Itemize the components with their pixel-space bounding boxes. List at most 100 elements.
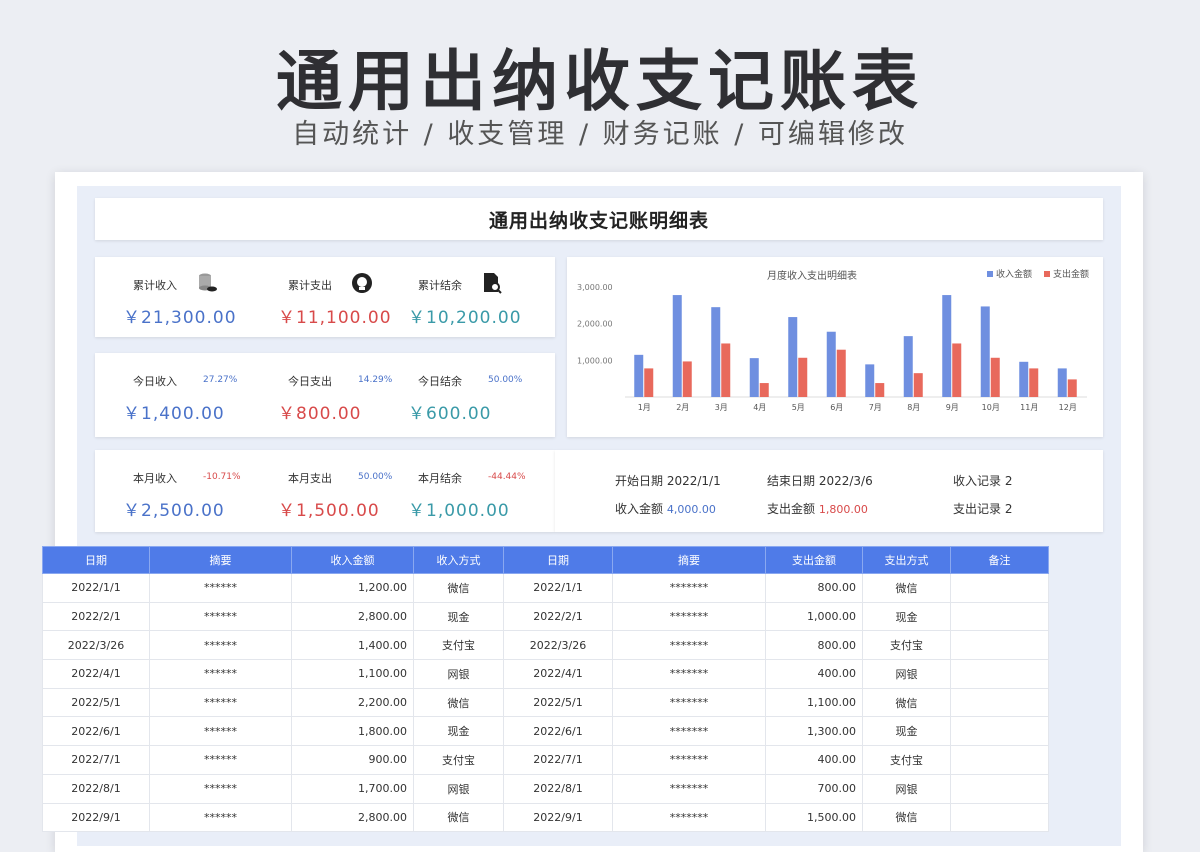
table-cell[interactable]: 2022/9/1 — [42, 802, 150, 833]
table-cell[interactable]: 微信 — [862, 573, 951, 603]
table-row[interactable]: 2022/8/1 ****** 1,700.00 网银 2022/8/1 ******* 7… — [42, 773, 1049, 804]
table-cell[interactable]: 2022/9/1 — [503, 802, 613, 833]
table-cell[interactable]: 2022/8/1 — [42, 773, 150, 804]
table-cell[interactable]: 1,800.00 — [291, 716, 414, 747]
table-cell[interactable]: ******* — [612, 716, 766, 747]
table-cell[interactable]: ******* — [612, 745, 766, 775]
table-cell[interactable]: 2022/5/1 — [503, 687, 613, 718]
table-cell[interactable]: 网银 — [862, 659, 951, 689]
table-cell[interactable]: 支付宝 — [413, 630, 504, 661]
table-cell[interactable]: 现金 — [413, 716, 504, 747]
table-cell[interactable]: ****** — [149, 659, 292, 689]
table-cell[interactable]: ****** — [149, 601, 292, 632]
table-cell[interactable]: 2022/6/1 — [42, 716, 150, 747]
table-cell[interactable]: 2022/4/1 — [42, 659, 150, 689]
table-cell[interactable]: 1,100.00 — [765, 687, 863, 718]
table-cell[interactable]: ******* — [612, 802, 766, 833]
table-cell[interactable]: 400.00 — [765, 659, 863, 689]
table-cell[interactable]: ****** — [149, 773, 292, 804]
table-row[interactable]: 2022/7/1 ****** 900.00 支付宝 2022/7/1 ******* 40… — [42, 745, 1049, 775]
table-cell[interactable]: ******* — [612, 630, 766, 661]
table-cell[interactable]: 1,100.00 — [291, 659, 414, 689]
column-header[interactable]: 日期 — [503, 546, 613, 574]
table-cell[interactable]: 2022/7/1 — [42, 745, 150, 775]
table-cell[interactable]: 2022/1/1 — [503, 573, 613, 603]
table-cell[interactable]: 400.00 — [765, 745, 863, 775]
column-header[interactable]: 摘要 — [612, 546, 766, 574]
table-cell[interactable] — [950, 745, 1049, 775]
table-cell[interactable]: 800.00 — [765, 573, 863, 603]
table-cell[interactable]: 微信 — [413, 802, 504, 833]
table-cell[interactable]: 网银 — [413, 659, 504, 689]
table-cell[interactable]: 2022/6/1 — [503, 716, 613, 747]
table-cell[interactable]: 支付宝 — [862, 630, 951, 661]
table-row[interactable]: 2022/9/1 ****** 2,800.00 微信 2022/9/1 ******* 1… — [42, 802, 1049, 833]
column-header[interactable]: 收入金额 — [291, 546, 414, 574]
table-cell[interactable] — [950, 773, 1049, 804]
expense-bar — [875, 383, 885, 397]
table-cell[interactable]: 支付宝 — [862, 745, 951, 775]
table-cell[interactable]: ****** — [149, 630, 292, 661]
table-cell[interactable]: 800.00 — [765, 630, 863, 661]
table-row[interactable]: 2022/5/1 ****** 2,200.00 微信 2022/5/1 ******* 1… — [42, 687, 1049, 718]
table-cell[interactable]: 2022/4/1 — [503, 659, 613, 689]
table-cell[interactable]: 网银 — [862, 773, 951, 804]
table-cell[interactable]: ****** — [149, 687, 292, 718]
table-cell[interactable]: ******* — [612, 573, 766, 603]
table-cell[interactable]: 1,700.00 — [291, 773, 414, 804]
table-cell[interactable] — [950, 687, 1049, 718]
table-cell[interactable]: 2022/3/26 — [42, 630, 150, 661]
table-cell[interactable]: 1,000.00 — [765, 601, 863, 632]
column-header[interactable]: 支出金额 — [765, 546, 863, 574]
table-cell[interactable]: 微信 — [413, 687, 504, 718]
table-cell[interactable] — [950, 659, 1049, 689]
table-cell[interactable]: 现金 — [862, 716, 951, 747]
table-cell[interactable]: 900.00 — [291, 745, 414, 775]
table-cell[interactable]: 1,300.00 — [765, 716, 863, 747]
table-cell[interactable] — [950, 716, 1049, 747]
table-row[interactable]: 2022/1/1 ****** 1,200.00 微信 2022/1/1 ******* 8… — [42, 573, 1049, 603]
table-cell[interactable] — [950, 630, 1049, 661]
table-cell[interactable]: ****** — [149, 716, 292, 747]
table-row[interactable]: 2022/3/26 ****** 1,400.00 支付宝 2022/3/26 *****… — [42, 630, 1049, 661]
table-cell[interactable]: 现金 — [862, 601, 951, 632]
column-header[interactable]: 摘要 — [149, 546, 292, 574]
table-cell[interactable]: 2022/2/1 — [503, 601, 613, 632]
table-cell[interactable]: 2022/5/1 — [42, 687, 150, 718]
table-cell[interactable] — [950, 802, 1049, 833]
table-cell[interactable]: 微信 — [862, 802, 951, 833]
table-cell[interactable]: ******* — [612, 601, 766, 632]
table-cell[interactable]: 1,400.00 — [291, 630, 414, 661]
table-cell[interactable]: 微信 — [413, 573, 504, 603]
table-cell[interactable]: ****** — [149, 745, 292, 775]
table-cell[interactable]: 1,500.00 — [765, 802, 863, 833]
table-cell[interactable]: 现金 — [413, 601, 504, 632]
table-cell[interactable]: 1,200.00 — [291, 573, 414, 603]
table-row[interactable]: 2022/2/1 ****** 2,800.00 现金 2022/2/1 ******* 1… — [42, 601, 1049, 632]
table-cell[interactable]: 支付宝 — [413, 745, 504, 775]
table-cell[interactable]: ****** — [149, 802, 292, 833]
table-cell[interactable] — [950, 601, 1049, 632]
table-cell[interactable]: 微信 — [862, 687, 951, 718]
table-row[interactable]: 2022/6/1 ****** 1,800.00 现金 2022/6/1 ******* 1… — [42, 716, 1049, 747]
column-header[interactable]: 收入方式 — [413, 546, 504, 574]
table-cell[interactable]: ******* — [612, 773, 766, 804]
column-header[interactable]: 支出方式 — [862, 546, 951, 574]
table-cell[interactable]: ****** — [149, 573, 292, 603]
table-cell[interactable]: ******* — [612, 687, 766, 718]
table-cell[interactable]: ******* — [612, 659, 766, 689]
table-cell[interactable] — [950, 573, 1049, 603]
table-cell[interactable]: 2,200.00 — [291, 687, 414, 718]
table-cell[interactable]: 2,800.00 — [291, 601, 414, 632]
table-cell[interactable]: 700.00 — [765, 773, 863, 804]
column-header[interactable]: 日期 — [42, 546, 150, 574]
table-cell[interactable]: 网银 — [413, 773, 504, 804]
table-row[interactable]: 2022/4/1 ****** 1,100.00 网银 2022/4/1 ******* 4… — [42, 659, 1049, 689]
table-cell[interactable]: 2022/8/1 — [503, 773, 613, 804]
table-cell[interactable]: 2022/1/1 — [42, 573, 150, 603]
table-cell[interactable]: 2,800.00 — [291, 802, 414, 833]
table-cell[interactable]: 2022/2/1 — [42, 601, 150, 632]
table-cell[interactable]: 2022/7/1 — [503, 745, 613, 775]
column-header[interactable]: 备注 — [950, 546, 1049, 574]
table-cell[interactable]: 2022/3/26 — [503, 630, 613, 661]
